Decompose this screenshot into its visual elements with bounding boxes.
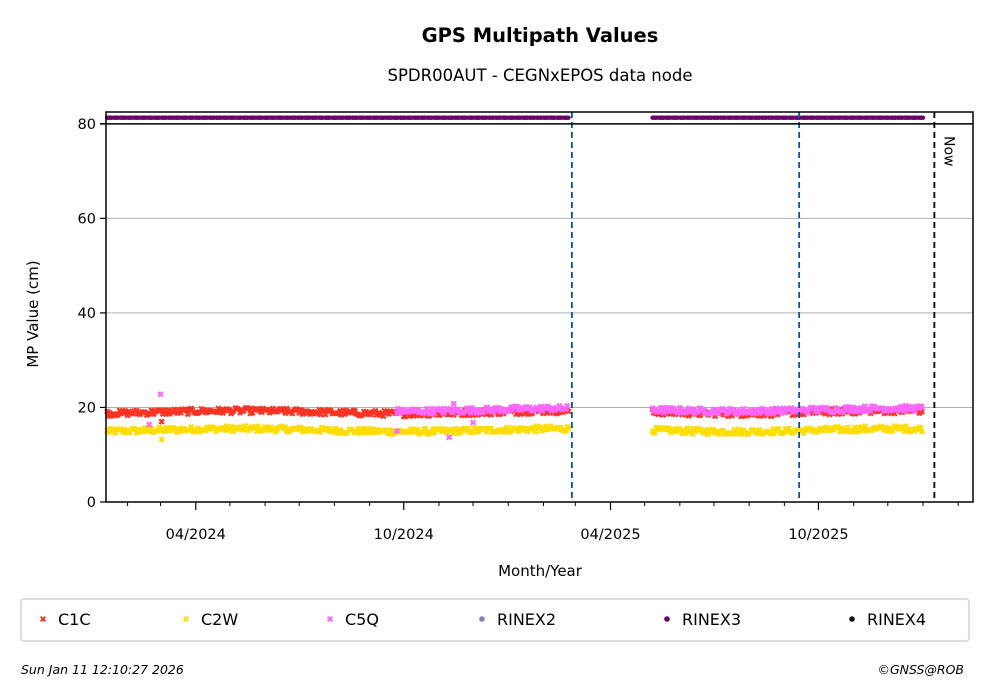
copyright: ©GNSS@ROB bbox=[877, 662, 964, 677]
legend-marker-c2w bbox=[182, 615, 190, 623]
grid bbox=[106, 123, 973, 503]
outlier-c2w bbox=[158, 436, 165, 443]
point-c5q bbox=[805, 409, 812, 416]
point-c1c bbox=[380, 413, 387, 420]
y-tick-label: 60 bbox=[78, 211, 96, 227]
point-c1c bbox=[317, 411, 324, 418]
outlier-c5q bbox=[146, 421, 153, 428]
x-tick-label: 04/2024 bbox=[166, 527, 226, 543]
legend-box bbox=[20, 598, 970, 642]
outlier-c1c bbox=[158, 418, 165, 425]
point-c5q bbox=[694, 409, 702, 416]
plot-frame bbox=[105, 111, 974, 503]
point-c2w bbox=[367, 425, 374, 432]
y-tick-label: 0 bbox=[87, 495, 96, 511]
point-c2w bbox=[851, 424, 858, 431]
point-c5q bbox=[867, 408, 874, 415]
vertical-lines: Now bbox=[570, 112, 956, 502]
legend-marker-rinex2 bbox=[479, 616, 485, 622]
point-c5q bbox=[449, 409, 456, 416]
y-axis-label: MP Value (cm) bbox=[24, 260, 42, 367]
legend: C1C C2W C5Q RINEX2 RINEX3 RINEX4 bbox=[20, 598, 970, 642]
point-c2w bbox=[682, 429, 689, 437]
legend-marker-rinex4 bbox=[849, 616, 855, 622]
legend-label-rinex2: RINEX2 bbox=[497, 610, 556, 629]
outlier-c5q bbox=[446, 434, 453, 441]
point-c5q bbox=[538, 403, 545, 410]
chart-subtitle: SPDR00AUT - CEGNxEPOS data node bbox=[388, 66, 693, 85]
legend-label-c2w: C2W bbox=[201, 610, 238, 629]
outlier-c5q bbox=[469, 419, 477, 426]
outlier-c5q bbox=[157, 391, 164, 398]
point-c5q bbox=[656, 408, 663, 415]
point-c2w bbox=[532, 428, 539, 435]
point-c1c bbox=[248, 405, 255, 412]
x-axis-label: Month/Year bbox=[498, 562, 583, 580]
point-c5q bbox=[769, 410, 777, 417]
point-c2w bbox=[455, 430, 462, 437]
x-tick-label: 10/2024 bbox=[374, 527, 434, 543]
x-tick-label: 04/2025 bbox=[580, 527, 640, 543]
point-c2w bbox=[854, 428, 861, 436]
point-c1c bbox=[184, 411, 191, 418]
legend-marker-c5q bbox=[326, 615, 334, 623]
point-c2w bbox=[918, 428, 925, 435]
y-tick-label: 20 bbox=[78, 400, 96, 416]
point-c5q bbox=[911, 408, 919, 415]
y-tick-label: 80 bbox=[78, 117, 96, 133]
legend-label-rinex3: RINEX3 bbox=[682, 610, 741, 629]
point-rinex3 bbox=[566, 115, 571, 120]
legend-marker-c1c bbox=[39, 615, 47, 623]
outlier-c5q bbox=[393, 428, 400, 435]
point-c5q bbox=[564, 402, 571, 409]
legend-label-rinex4: RINEX4 bbox=[867, 610, 926, 629]
axes: 0 20 40 60 80 04/2024 10/2024 04/2025 10/2025 bbox=[78, 111, 974, 543]
point-c5q bbox=[676, 404, 683, 411]
point-c5q bbox=[918, 403, 925, 410]
point-c1c bbox=[115, 411, 122, 418]
outlier-c5q bbox=[450, 400, 457, 407]
point-c5q bbox=[839, 408, 846, 415]
point-c1c bbox=[372, 407, 379, 414]
chart-title: GPS Multipath Values bbox=[422, 24, 659, 47]
legend-label-c1c: C1C bbox=[58, 610, 91, 629]
data-layer bbox=[104, 115, 926, 443]
timestamp: Sun Jan 11 12:10:27 2026 bbox=[21, 662, 184, 677]
point-c2w bbox=[565, 425, 572, 432]
point-rinex3 bbox=[920, 115, 926, 120]
point-c2w bbox=[504, 424, 511, 431]
x-tick-label: 10/2025 bbox=[788, 527, 848, 543]
legend-marker-rinex3 bbox=[664, 616, 670, 622]
legend-label-c5q: C5Q bbox=[345, 610, 379, 629]
point-c2w bbox=[357, 430, 364, 437]
y-tick-label: 40 bbox=[78, 306, 96, 322]
point-c2w bbox=[465, 425, 472, 432]
now-label: Now bbox=[940, 136, 956, 167]
point-c2w bbox=[902, 423, 910, 430]
